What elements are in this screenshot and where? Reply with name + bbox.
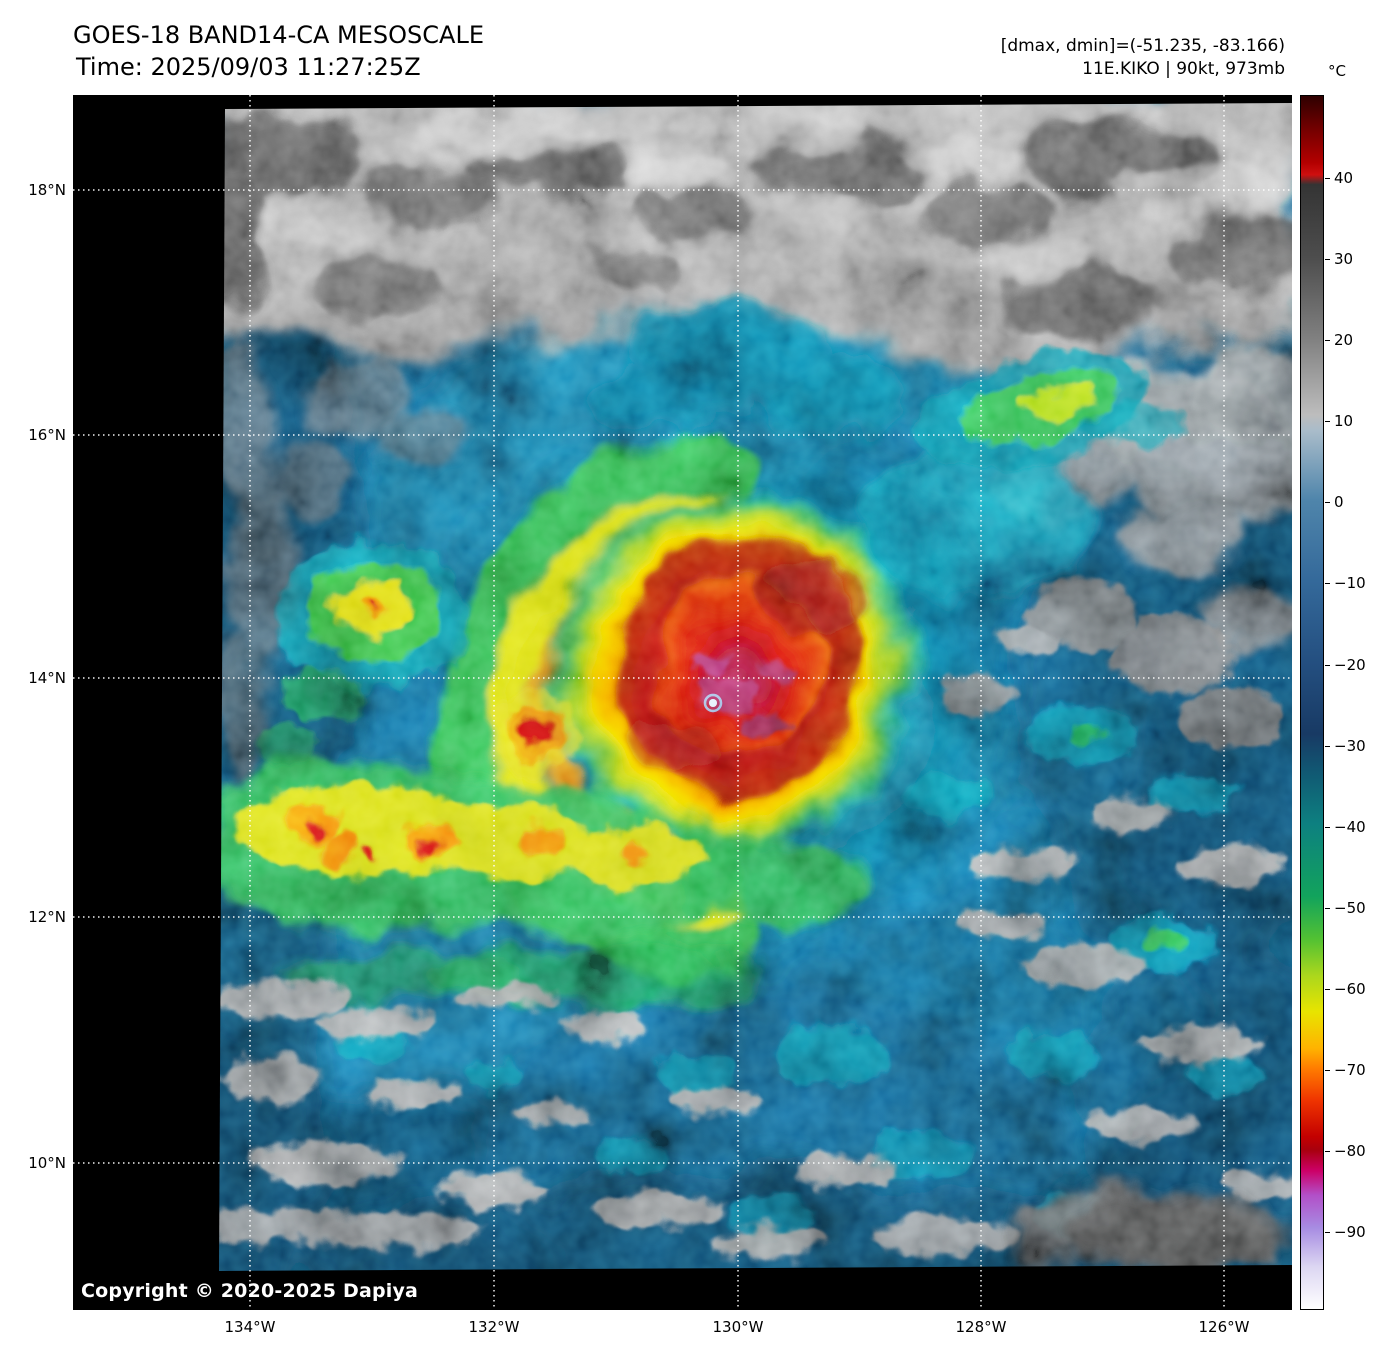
colorbar-tick-label: 20: [1334, 331, 1354, 349]
colorbar-tick: [1325, 908, 1330, 909]
colorbar-tick: [1325, 502, 1330, 503]
colorbar-tick-label: −10: [1334, 574, 1366, 592]
lon-tick-label: 130°W: [712, 1318, 764, 1336]
lat-tick-label: 10°N: [28, 1154, 66, 1172]
colorbar-tick-label: −80: [1334, 1142, 1366, 1160]
colorbar-tick: [1325, 746, 1330, 747]
colorbar-unit-label: °C: [1328, 62, 1346, 80]
lon-tick-label: 128°W: [955, 1318, 1007, 1336]
colorbar-tick: [1325, 1232, 1330, 1233]
lat-tick-label: 12°N: [28, 908, 66, 926]
time-label: Time: 2025/09/03 11:27:25Z: [76, 53, 421, 81]
colorbar-tick: [1325, 665, 1330, 666]
dmax-dmin-label: [dmax, dmin]=(-51.235, -83.166): [1000, 36, 1285, 56]
lon-tick-label: 126°W: [1198, 1318, 1250, 1336]
colorbar-tick-label: 40: [1334, 169, 1354, 187]
colorbar-tick: [1325, 421, 1330, 422]
satellite-data-swath: [219, 103, 1292, 1271]
plot-area: Copyright © 2020-2025 Dapiya: [73, 95, 1292, 1310]
colorbar-tick: [1325, 259, 1330, 260]
grid-lines: [73, 95, 1292, 1310]
colorbar-tick-label: −60: [1334, 980, 1366, 998]
colorbar-tick-label: −20: [1334, 656, 1366, 674]
colorbar-tick: [1325, 340, 1330, 341]
storm-info-label: 11E.KIKO | 90kt, 973mb: [1082, 59, 1285, 79]
lon-tick-label: 134°W: [224, 1318, 276, 1336]
colorbar-tick-label: 0: [1334, 493, 1344, 511]
colorbar-tick: [1325, 583, 1330, 584]
colorbar-tick: [1325, 1070, 1330, 1071]
colorbar-tick-label: 10: [1334, 412, 1354, 430]
lat-tick-label: 14°N: [28, 669, 66, 687]
colorbar-tick: [1325, 827, 1330, 828]
colorbar-tick-label: −50: [1334, 899, 1366, 917]
colorbar-tick-label: −30: [1334, 737, 1366, 755]
colorbar-tick-label: 30: [1334, 250, 1354, 268]
satellite-image: [73, 95, 1292, 1310]
lon-tick-label: 132°W: [468, 1318, 520, 1336]
lat-tick-label: 18°N: [28, 181, 66, 199]
colorbar-tick: [1325, 1151, 1330, 1152]
colorbar-tick-label: −70: [1334, 1061, 1366, 1079]
lat-tick-label: 16°N: [28, 426, 66, 444]
page-title: GOES-18 BAND14-CA MESOSCALE: [73, 21, 484, 49]
colorbar-tick-label: −40: [1334, 818, 1366, 836]
copyright-label: Copyright © 2020-2025 Dapiya: [81, 1280, 419, 1302]
colorbar-tick: [1325, 178, 1330, 179]
colorbar-tick-label: −90: [1334, 1223, 1366, 1241]
colorbar: [1300, 95, 1324, 1310]
colorbar-tick: [1325, 989, 1330, 990]
